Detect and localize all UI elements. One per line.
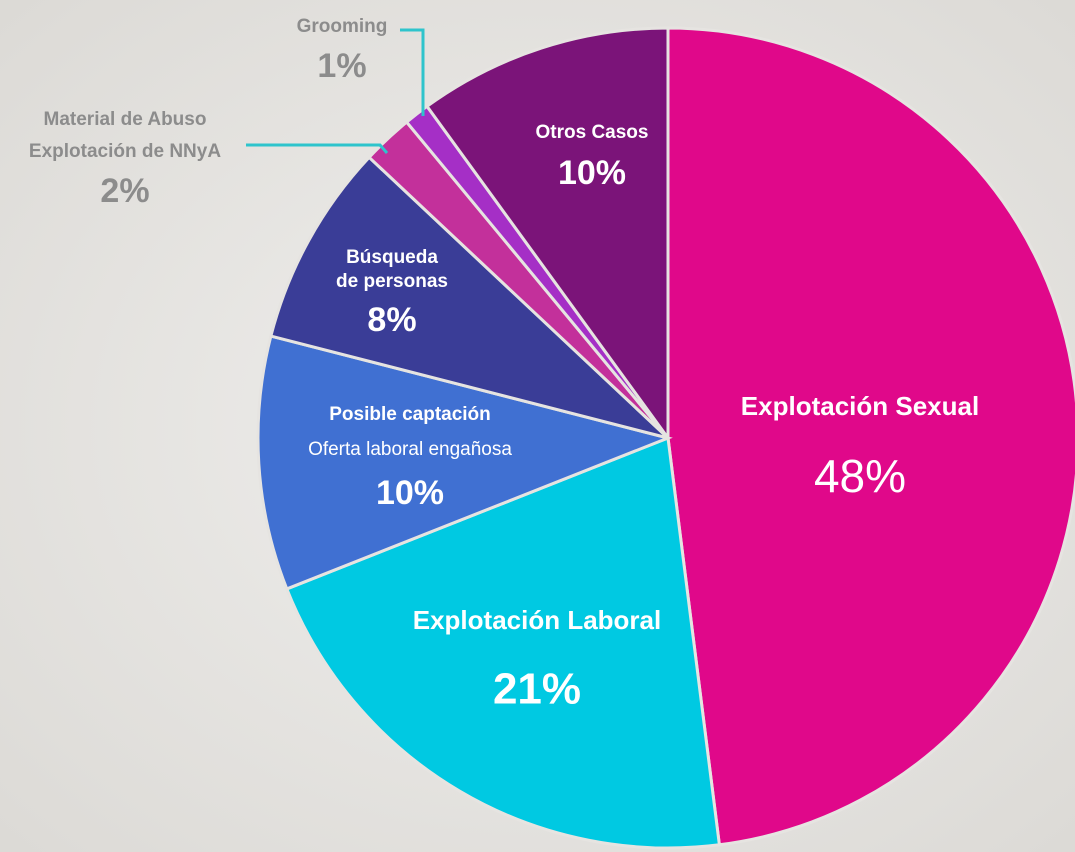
category-label: Explotación Sexual	[741, 391, 979, 421]
value-label: 8%	[367, 301, 416, 339]
pie-slice	[666, 26, 1075, 847]
category-label: Explotación Laboral	[413, 605, 662, 635]
pie	[256, 26, 1075, 850]
leader-line	[400, 28, 425, 116]
category-label: Material de Abuso	[44, 109, 207, 130]
category-label: de personas	[336, 271, 448, 292]
value-label: 1%	[317, 47, 366, 85]
category-label: Posible captación	[329, 404, 491, 425]
value-label: 10%	[558, 154, 626, 192]
value-label: 10%	[376, 474, 444, 512]
category-label: Explotación de NNyA	[29, 141, 221, 162]
leader-line	[246, 143, 389, 154]
value-label: 48%	[814, 450, 906, 502]
value-label: 2%	[100, 172, 149, 210]
pie-slice	[256, 334, 673, 591]
pie-slice	[269, 155, 670, 440]
category-label: Oferta laboral engañosa	[308, 439, 512, 460]
labels: Explotación Sexual 48% Explotación Laboral…	[29, 16, 979, 714]
pie-slice	[284, 435, 722, 850]
category-label: Grooming	[297, 16, 388, 37]
pie-slice	[424, 26, 670, 443]
value-label: 21%	[493, 665, 581, 714]
category-label: Otros Casos	[536, 122, 649, 143]
category-label: Búsqueda	[346, 247, 438, 268]
